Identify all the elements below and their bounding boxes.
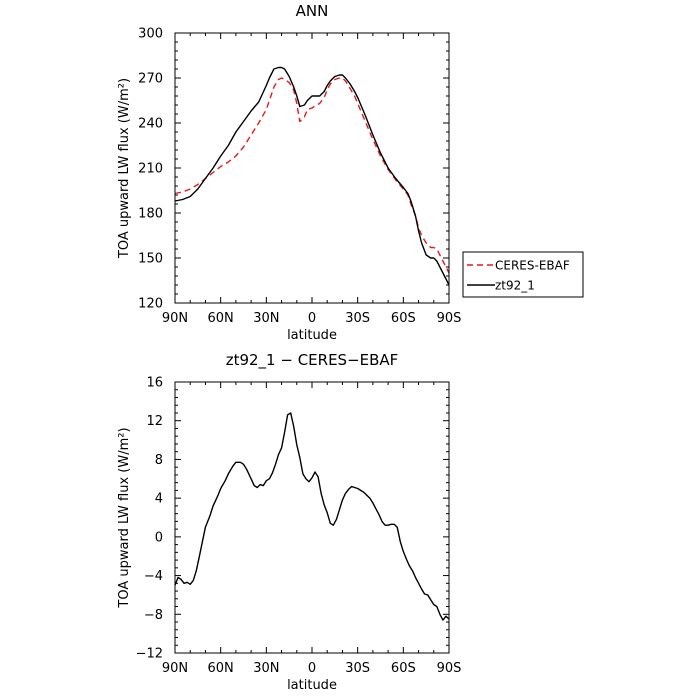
panel2-y-tick-label: 12 bbox=[146, 414, 163, 429]
panel1-legend-box bbox=[462, 251, 584, 298]
panel1-x-tick-label: 30S bbox=[345, 311, 370, 326]
panel1-series-line-zt92-1 bbox=[174, 66, 450, 286]
panel1-x-tick-label: 0 bbox=[308, 311, 316, 326]
panel1-y-tick-label: 300 bbox=[138, 27, 163, 42]
panel1-y-tick-label: 120 bbox=[138, 297, 163, 312]
panel2-y-axis-title: TOA upward LW flux (W/m²) bbox=[117, 427, 132, 608]
panel1-x-tick-label: 60N bbox=[208, 311, 234, 326]
panel2-plot-frame bbox=[174, 381, 450, 654]
panel1-y-tick-label: 180 bbox=[138, 207, 163, 222]
panel2-y-tick-label: 4 bbox=[155, 492, 163, 507]
panel1-y-tick-label: 150 bbox=[138, 252, 163, 267]
panel2-x-tick-label: 90N bbox=[162, 661, 188, 676]
panel2-series-line-0 bbox=[174, 412, 450, 621]
panel1-series-line-ceres-ebaf bbox=[174, 77, 450, 274]
panel1-x-tick-label: 90S bbox=[437, 311, 462, 326]
panel2-y-tick-label: 16 bbox=[146, 376, 163, 391]
panel2-x-axis-title: latitude bbox=[287, 678, 337, 693]
panel1-x-tick-label: 90N bbox=[162, 311, 188, 326]
panel2-y-tick-label: −12 bbox=[136, 647, 163, 662]
panel1-legend-label: CERES-EBAF bbox=[495, 259, 570, 273]
panel1-x-tick-label: 30N bbox=[253, 311, 279, 326]
panel2-x-tick-label: 0 bbox=[308, 661, 316, 676]
panel2-x-tick-label: 60N bbox=[208, 661, 234, 676]
panel1-y-axis-title: TOA upward LW flux (W/m²) bbox=[117, 78, 132, 259]
panel2-y-tick-label: −4 bbox=[144, 569, 163, 584]
panel1-plot-frame bbox=[174, 32, 450, 304]
panel2-y-tick-label: 8 bbox=[155, 453, 163, 468]
panel1-y-tick-label: 240 bbox=[138, 117, 163, 132]
panel2-x-tick-label: 30N bbox=[253, 661, 279, 676]
panel2-x-tick-label: 90S bbox=[437, 661, 462, 676]
panel2-x-tick-label: 60S bbox=[391, 661, 416, 676]
panel1-legend-label: zt92_1 bbox=[495, 279, 535, 293]
panel2-x-tick-label: 30S bbox=[345, 661, 370, 676]
panel2-y-tick-label: −8 bbox=[144, 608, 163, 623]
panel1-chart-title: ANN bbox=[296, 2, 329, 20]
panel2-chart-title: zt92_1 − CERES−EBAF bbox=[226, 351, 399, 370]
panel1-y-tick-label: 270 bbox=[138, 72, 163, 87]
panel1-x-axis-title: latitude bbox=[287, 328, 337, 343]
panel2-y-tick-label: 0 bbox=[155, 530, 163, 545]
panel1-y-tick-label: 210 bbox=[138, 162, 163, 177]
panel1-x-tick-label: 60S bbox=[391, 311, 416, 326]
